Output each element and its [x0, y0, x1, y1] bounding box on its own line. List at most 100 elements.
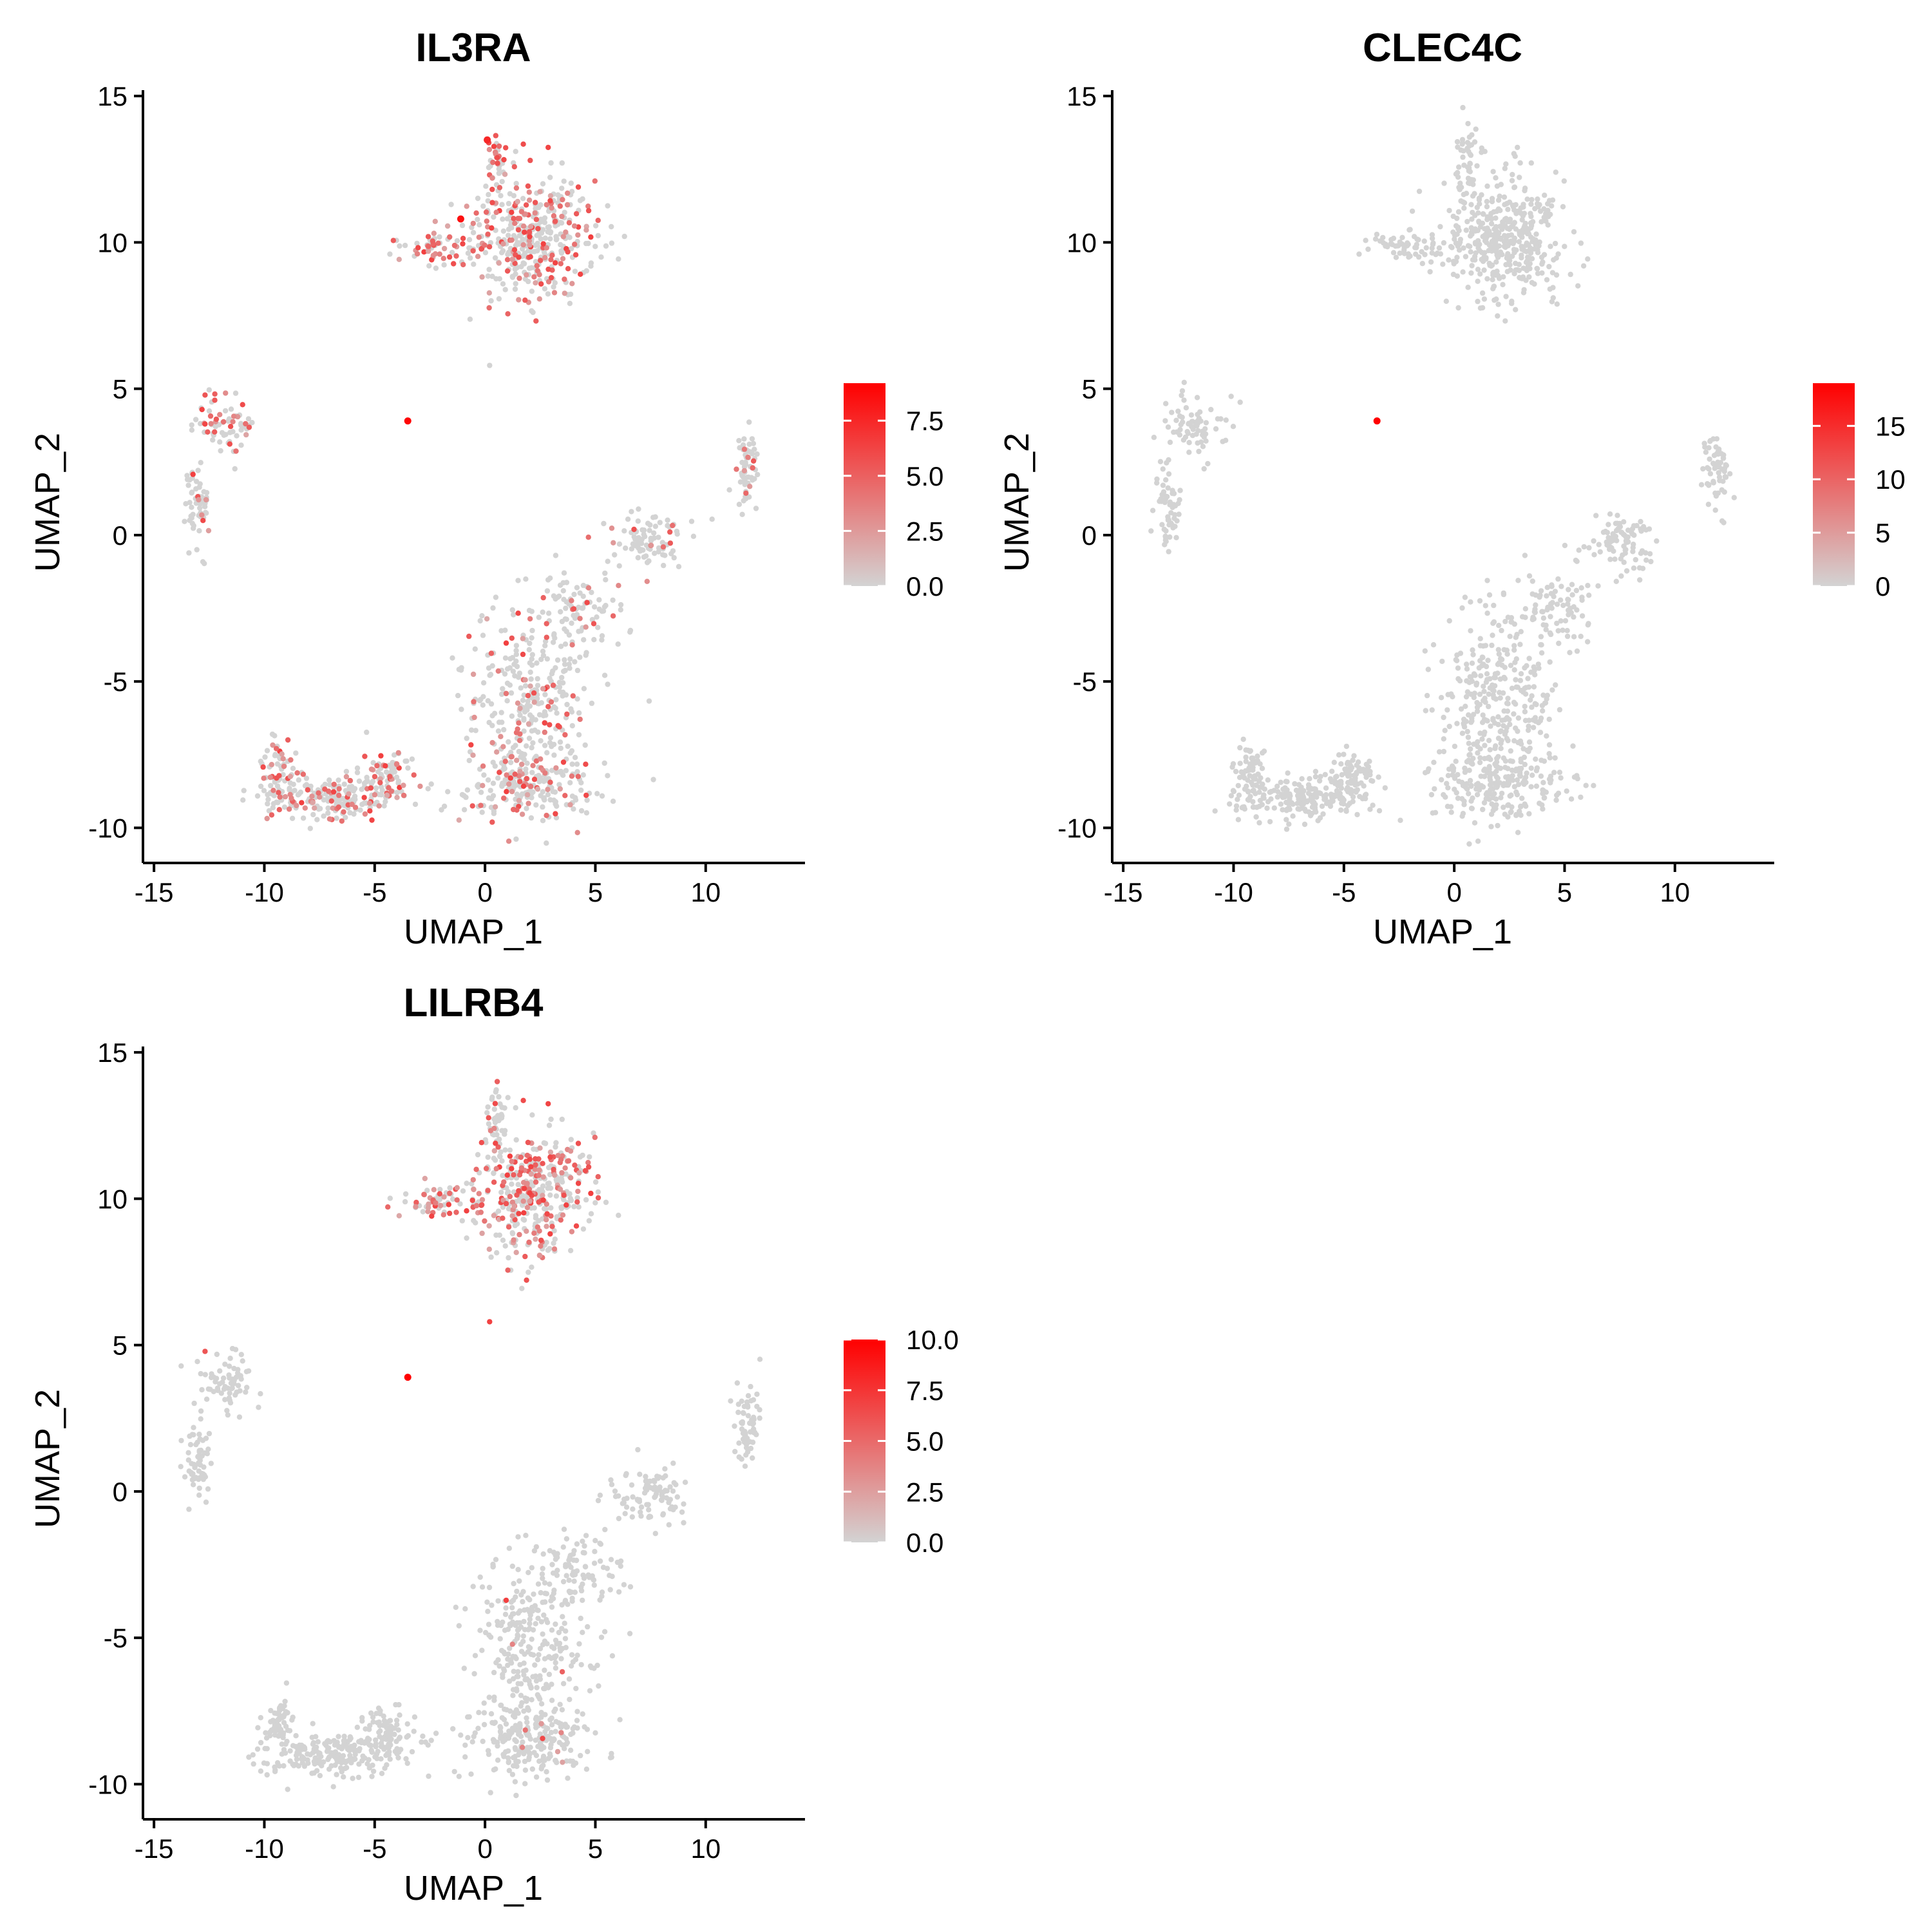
cell-point — [1560, 602, 1566, 609]
y-tick-label: -10 — [88, 813, 128, 843]
cell-point — [269, 812, 275, 818]
cell-point — [1363, 238, 1368, 243]
cell-point — [652, 551, 658, 556]
cell-point — [746, 441, 752, 447]
cell-point — [1237, 399, 1243, 405]
cell-point — [563, 768, 569, 773]
cell-point — [1329, 768, 1335, 774]
cell-point — [316, 1761, 323, 1766]
cell-point — [1549, 299, 1555, 305]
x-tick-label: -15 — [135, 877, 174, 907]
cell-point — [401, 782, 406, 788]
cell-point — [500, 686, 506, 692]
cell-point — [525, 1595, 531, 1601]
cell-point — [560, 1578, 567, 1585]
cell-point — [1538, 588, 1544, 594]
cell-point — [451, 242, 458, 249]
cell-point — [507, 750, 514, 755]
cell-point — [559, 1742, 565, 1748]
cell-point — [601, 672, 608, 678]
cell-point — [1505, 782, 1511, 788]
cell-point — [612, 1488, 618, 1494]
cell-point — [548, 1205, 554, 1211]
cell-point — [663, 1495, 670, 1501]
cell-point — [515, 700, 521, 706]
cell-point — [1461, 245, 1466, 251]
cell-point — [1716, 474, 1723, 480]
cell-point — [753, 1432, 759, 1437]
cell-point — [586, 1218, 592, 1224]
cell-point — [623, 1471, 629, 1477]
cell-point — [750, 440, 757, 446]
cell-point — [1466, 679, 1472, 685]
cell-point — [1568, 796, 1575, 802]
cell-point — [1173, 417, 1179, 423]
cell-point — [1549, 203, 1555, 209]
cell-point — [1495, 775, 1501, 781]
cell-point — [202, 504, 208, 509]
cell-point — [1604, 542, 1610, 548]
cell-point — [470, 248, 476, 254]
cell-point — [1498, 741, 1504, 746]
cell-point — [459, 1218, 465, 1224]
cell-point — [1312, 768, 1319, 775]
panel-title: CLEC4C — [1363, 26, 1522, 70]
cell-point — [479, 1584, 486, 1590]
cell-point — [674, 1494, 681, 1500]
cell-point — [293, 1752, 299, 1758]
cell-point — [347, 1752, 353, 1758]
cell-point — [591, 604, 598, 610]
cell-point — [1511, 250, 1517, 256]
cell-point — [511, 164, 517, 170]
cell-point — [1494, 784, 1500, 790]
cell-point — [245, 416, 252, 422]
cell-point — [671, 1480, 677, 1486]
cell-point — [1274, 783, 1280, 790]
cell-point — [1548, 243, 1553, 249]
cell-point — [191, 1425, 196, 1430]
cell-point — [437, 234, 442, 240]
cell-point — [1530, 772, 1535, 779]
cell-point — [592, 243, 598, 249]
cell-point — [1591, 782, 1596, 789]
cell-point — [1715, 459, 1721, 465]
cell-point — [332, 1762, 338, 1768]
y-tick-label: 10 — [1066, 227, 1097, 258]
cell-point — [1490, 682, 1495, 688]
cell-point — [588, 263, 594, 269]
cell-point — [513, 1747, 518, 1752]
cell-point — [356, 1739, 362, 1745]
cell-point — [1334, 773, 1340, 779]
cell-point — [514, 757, 520, 763]
cell-point — [491, 808, 497, 814]
cell-point — [1250, 755, 1256, 761]
cell-point — [601, 520, 607, 527]
cell-point — [1475, 743, 1481, 750]
cell-point — [515, 1669, 521, 1675]
cell-point — [1283, 817, 1289, 822]
cell-point — [517, 1723, 523, 1728]
cell-point — [190, 471, 196, 477]
cell-point — [1557, 706, 1563, 713]
cell-point — [1477, 636, 1483, 641]
cell-point — [1346, 770, 1352, 777]
cell-point — [562, 1636, 569, 1642]
cell-point — [526, 189, 532, 195]
cell-point — [1631, 565, 1637, 571]
cell-point — [260, 764, 266, 770]
cell-point — [1508, 792, 1514, 798]
cell-point — [301, 1763, 308, 1769]
cell-point — [527, 783, 534, 790]
cell-point — [591, 621, 597, 627]
cell-point — [1446, 207, 1452, 214]
cell-point — [229, 1345, 236, 1352]
cell-point — [1578, 794, 1584, 800]
cell-point — [1292, 781, 1298, 787]
cell-point — [635, 518, 641, 524]
cell-point — [525, 183, 531, 189]
cell-point — [374, 762, 380, 769]
cell-point — [251, 1761, 256, 1767]
cell-point — [399, 788, 404, 795]
cell-point — [486, 1584, 493, 1591]
cell-point — [1522, 553, 1528, 558]
